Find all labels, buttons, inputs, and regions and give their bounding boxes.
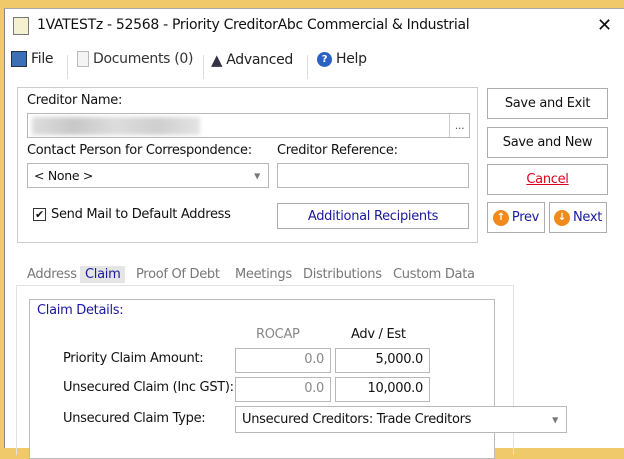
creditor-name-label: Creditor Name: (27, 93, 123, 108)
claim-type-select[interactable]: Unsecured Creditors: Trade Creditors ▼ (235, 406, 567, 433)
documents-menu[interactable]: Documents (0) (77, 51, 194, 67)
save-and-exit-button[interactable]: Save and Exit (487, 88, 608, 119)
window-title: 1VATESTz - 52568 - Priority CreditorAbc … (37, 17, 470, 33)
redacted-name (32, 117, 200, 135)
dialog-window: 1VATESTz - 52568 - Priority CreditorAbc … (4, 8, 624, 459)
advanced-menu[interactable]: ▲ Advanced (211, 51, 294, 69)
tab-claim[interactable]: Claim (80, 266, 126, 283)
wizard-hat-icon: ▲ (211, 51, 223, 69)
adv-est-header: Adv / Est (351, 327, 406, 342)
unsecured-claim-label: Unsecured Claim (Inc GST): (63, 380, 234, 395)
priority-adv-field[interactable]: 5,000.0 (335, 348, 430, 373)
chevron-down-icon: ▼ (254, 171, 260, 180)
contact-label: Contact Person for Correspondence: (27, 143, 252, 158)
reference-field[interactable] (277, 163, 469, 188)
cancel-button[interactable]: Cancel (487, 164, 608, 195)
priority-claim-label: Priority Claim Amount: (63, 351, 204, 366)
reference-label: Creditor Reference: (277, 143, 398, 158)
next-button[interactable]: ↓ Next (549, 202, 607, 233)
floppy-icon (11, 51, 27, 67)
claim-type-label: Unsecured Claim Type: (63, 411, 206, 426)
priority-rocap-field: 0.0 (235, 348, 331, 373)
save-and-new-button[interactable]: Save and New (487, 127, 608, 158)
unsecured-rocap-field: 0.0 (235, 377, 331, 402)
file-label: File (31, 51, 54, 67)
tab-meetings[interactable]: Meetings (235, 267, 292, 282)
help-menu[interactable]: ? Help (317, 51, 367, 67)
creditor-name-field[interactable]: ... (27, 113, 470, 138)
divider (307, 55, 308, 79)
app-icon (13, 17, 29, 35)
file-menu[interactable]: File (11, 51, 54, 67)
prev-button[interactable]: ↑ Prev (487, 202, 545, 233)
help-icon: ? (317, 51, 332, 67)
unsecured-adv-field[interactable]: 10,000.0 (335, 377, 430, 402)
tab-panel (16, 285, 514, 455)
additional-recipients-button[interactable]: Additional Recipients (277, 203, 469, 229)
document-icon (77, 51, 89, 67)
tab-proof-of-debt[interactable]: Proof Of Debt (136, 267, 220, 282)
tab-custom-data[interactable]: Custom Data (393, 267, 475, 282)
chevron-down-icon: ▼ (552, 415, 558, 424)
claim-details-title: Claim Details: (37, 303, 124, 318)
browse-button[interactable]: ... (449, 114, 469, 137)
tab-address[interactable]: Address (27, 267, 77, 282)
close-button[interactable]: ✕ (597, 15, 612, 36)
send-mail-checkbox[interactable]: ✔ Send Mail to Default Address (33, 207, 231, 222)
divider (67, 55, 68, 79)
checkbox-checked-icon: ✔ (33, 208, 46, 221)
arrow-down-icon: ↓ (553, 209, 570, 226)
contact-select[interactable]: < None > ▼ (27, 163, 269, 188)
tab-distributions[interactable]: Distributions (303, 267, 382, 282)
divider (203, 55, 204, 79)
arrow-up-icon: ↑ (492, 209, 509, 226)
rocap-header: ROCAP (256, 327, 300, 342)
